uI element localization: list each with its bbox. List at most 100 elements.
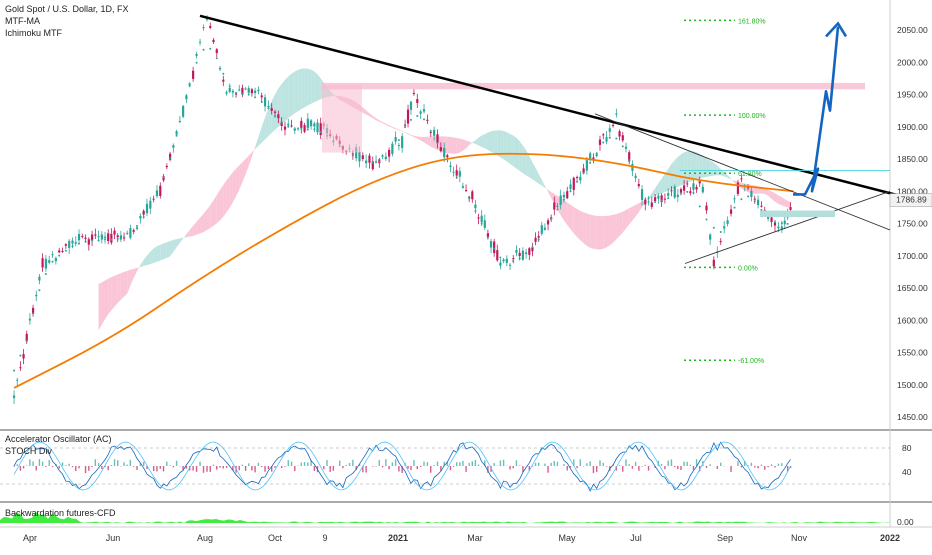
cloud-segment [454, 137, 457, 153]
cloud-segment [690, 151, 693, 182]
ac-bar [36, 466, 37, 470]
ac-bar [456, 462, 457, 466]
cloud-segment [186, 230, 189, 237]
candle [631, 160, 633, 176]
candle [192, 67, 194, 82]
cloud-segment [183, 234, 186, 238]
ac-bar [192, 466, 193, 471]
cloud-segment [124, 271, 127, 297]
candle [628, 150, 630, 164]
ac-bar [516, 460, 517, 466]
cloud-segment [482, 134, 485, 148]
cloud-segment [115, 274, 118, 306]
ac-bar [42, 462, 43, 466]
cloud-segment [510, 134, 513, 166]
cloud-segment [160, 243, 163, 260]
ac-bar [680, 466, 681, 470]
cloud-segment [379, 120, 382, 123]
candle [300, 117, 302, 133]
candle [398, 143, 400, 151]
kijun-dot [235, 92, 237, 94]
ac-bar [20, 466, 21, 471]
candle [29, 313, 31, 325]
indicator-backwardation[interactable]: Backwardation futures-CFD [5, 507, 116, 519]
cloud-segment [227, 176, 230, 212]
ac-bar [372, 466, 373, 467]
kijun-dot [65, 250, 67, 252]
kijun-dot [449, 165, 451, 167]
cloud-segment [150, 248, 153, 264]
cloud-segment [603, 216, 606, 249]
kijun-dot [307, 129, 309, 131]
cloud-segment [775, 193, 778, 204]
kijun-dot [596, 152, 598, 154]
price-tick-label: 1650.00 [897, 283, 928, 293]
ac-bar [625, 459, 626, 466]
cloud-segment [463, 139, 466, 150]
kijun-dot [686, 191, 688, 193]
ac-bar [635, 462, 636, 466]
kijun-dot [713, 227, 715, 229]
ac-bar [156, 466, 157, 471]
price-tick-label: 1750.00 [897, 219, 928, 229]
cloud-segment [102, 281, 105, 325]
kijun-dot [110, 239, 112, 241]
kijun-dot [149, 206, 151, 208]
ac-bar [98, 463, 99, 466]
kijun-dot [294, 128, 296, 130]
cloud-segment [768, 190, 771, 199]
kijun-dot [661, 199, 663, 201]
cloud-segment [623, 210, 626, 232]
candle [156, 185, 158, 198]
ac-bar [478, 465, 479, 466]
resistance-zone[interactable] [322, 83, 865, 89]
cloud-segment [282, 80, 285, 124]
ac-bar [219, 466, 220, 468]
candle [169, 152, 171, 161]
ac-bar [346, 465, 347, 466]
candle [219, 66, 221, 71]
kijun-dot [512, 260, 514, 262]
time-tick-label: 2022 [880, 533, 900, 543]
candle [149, 197, 151, 214]
ac-bar [407, 466, 408, 469]
cloud-segment [396, 128, 399, 130]
candle [423, 104, 425, 113]
cloud-segment [567, 202, 570, 229]
cloud-segment [703, 156, 707, 178]
indicator-ichimoku[interactable]: Ichimoku MTF [5, 27, 129, 39]
ac-bar [248, 463, 249, 466]
kijun-dot [143, 216, 145, 218]
resistance-zone-fill [322, 85, 362, 153]
candle [426, 115, 428, 125]
cloud-segment [305, 68, 308, 107]
drawings[interactable]: 161.80%100.00%61.80%0.00%-61.00% [200, 16, 900, 365]
last-price-badge[interactable]: 1786.89 [890, 194, 932, 207]
candle [199, 39, 201, 46]
kijun-dot [550, 218, 552, 220]
indicator-ac[interactable]: Accelerator Oscillator (AC) [5, 433, 112, 445]
ac-bar [687, 462, 688, 466]
ac-bar [761, 465, 762, 466]
cloud-segment [485, 132, 488, 150]
candle [413, 89, 415, 96]
ac-bar [781, 463, 782, 466]
support-box[interactable] [760, 211, 835, 217]
candle [153, 196, 155, 203]
ac-bar [503, 460, 504, 466]
indicator-mtf-ma[interactable]: MTF-MA [5, 15, 129, 27]
cloud-segment [230, 172, 233, 207]
candle [176, 130, 178, 136]
ac-bar [450, 466, 451, 470]
indicator-stoch-div[interactable]: STOCH Div [5, 445, 112, 457]
cloud-segment [785, 199, 788, 207]
cloud-segment [408, 133, 411, 135]
candle [709, 233, 711, 245]
cloud-segment [272, 94, 275, 133]
candle [225, 90, 227, 95]
cloud-segment [707, 158, 711, 176]
candle [13, 390, 15, 404]
symbol-title[interactable]: Gold Spot / U.S. Dollar, 1D, FX [5, 3, 129, 15]
ac-bar [78, 466, 79, 468]
